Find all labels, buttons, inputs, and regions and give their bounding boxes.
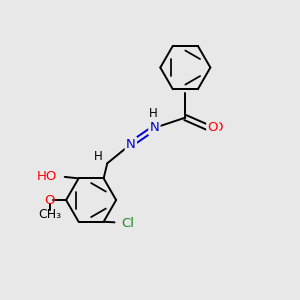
Text: N: N: [126, 138, 136, 151]
Text: O: O: [208, 122, 218, 134]
Text: HO: HO: [37, 170, 57, 183]
Text: CH₃: CH₃: [38, 208, 61, 221]
Text: O: O: [213, 122, 223, 134]
Text: N: N: [149, 122, 159, 134]
Text: H: H: [148, 107, 157, 120]
Text: O: O: [45, 194, 55, 207]
Text: N: N: [126, 138, 136, 151]
Text: Cl: Cl: [121, 217, 134, 230]
Text: N: N: [149, 122, 159, 134]
Text: H: H: [94, 150, 103, 163]
